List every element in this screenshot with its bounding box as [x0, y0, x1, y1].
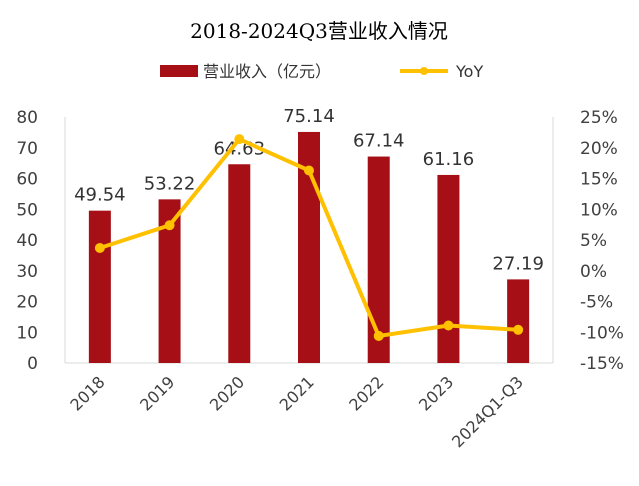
- left-tick-label: 50: [16, 200, 38, 220]
- legend-bar-swatch: [160, 65, 198, 77]
- bar-data-label: 67.14: [353, 131, 405, 152]
- x-tick-label: 2019: [136, 372, 178, 414]
- x-tick-label: 2020: [206, 372, 248, 414]
- right-tick-label: 10%: [580, 200, 618, 220]
- left-tick-label: 70: [16, 139, 38, 159]
- right-tick-label: 15%: [580, 170, 618, 190]
- yoy-point: [234, 134, 245, 145]
- bar-data-label: 75.14: [283, 106, 335, 127]
- left-tick-label: 20: [16, 293, 38, 313]
- bar-data-label: 61.16: [423, 149, 475, 170]
- bar-data-label: 27.19: [492, 253, 544, 274]
- legend-line-label: YoY: [455, 62, 483, 81]
- right-tick-label: 0%: [580, 262, 607, 282]
- yoy-point: [304, 165, 314, 176]
- revenue-bar: [367, 156, 390, 363]
- revenue-bar: [507, 279, 530, 363]
- revenue-bar: [437, 174, 460, 363]
- left-tick-label: 0: [27, 354, 38, 374]
- yoy-point: [164, 220, 175, 231]
- x-tick-label: 2018: [66, 372, 108, 414]
- x-tick-label: 2023: [415, 372, 457, 414]
- revenue-bar: [88, 210, 111, 363]
- x-tick-label: 2021: [276, 372, 318, 414]
- revenue-bar: [158, 199, 181, 363]
- revenue-bar: [228, 164, 251, 363]
- left-tick-label: 30: [16, 262, 38, 282]
- chart-title: 2018-2024Q3营业收入情况: [190, 19, 448, 43]
- left-axis: 0 10 20 30 40 50 60 70 80: [16, 108, 66, 374]
- legend: 营业收入（亿元） YoY: [160, 62, 483, 81]
- legend-line-marker: [420, 67, 428, 75]
- x-tick-label: 2024Q1-Q3: [448, 372, 527, 451]
- right-tick-label: 25%: [580, 108, 618, 128]
- yoy-point: [373, 330, 384, 341]
- legend-bar-label: 营业收入（亿元）: [203, 62, 331, 81]
- right-tick-label: 20%: [580, 139, 618, 159]
- left-tick-label: 40: [16, 231, 38, 251]
- left-tick-label: 60: [16, 170, 38, 190]
- yoy-point: [513, 324, 524, 335]
- right-tick-label: -10%: [580, 323, 624, 343]
- bar-data-label: 49.54: [74, 185, 126, 206]
- right-tick-label: 5%: [580, 231, 607, 251]
- right-tick-label: -5%: [580, 293, 613, 313]
- yoy-point: [94, 242, 105, 253]
- bar-data-label: 53.22: [144, 173, 196, 194]
- right-tick-label: -15%: [580, 354, 624, 374]
- right-axis: -15% -10% -5% 0% 5% 10% 15% 20% 25%: [552, 108, 624, 374]
- revenue-bar: [298, 131, 320, 363]
- x-tick-label: 2022: [345, 372, 387, 414]
- yoy-point: [443, 320, 454, 331]
- yoy-line-series: [94, 134, 524, 341]
- bar-series: [88, 131, 530, 363]
- left-tick-label: 80: [16, 108, 38, 128]
- left-tick-label: 10: [16, 323, 38, 343]
